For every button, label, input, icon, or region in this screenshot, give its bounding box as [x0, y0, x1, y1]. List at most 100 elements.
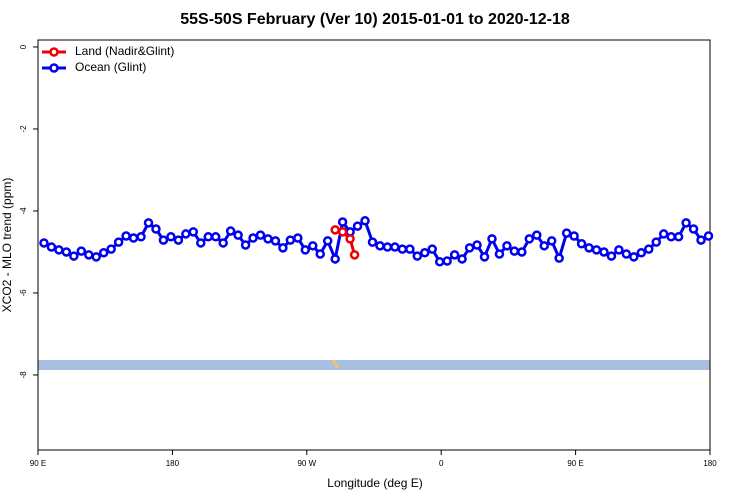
point — [621, 249, 632, 259]
point — [330, 254, 340, 264]
point — [629, 252, 639, 262]
point — [539, 241, 549, 251]
point — [651, 237, 661, 247]
point — [599, 247, 609, 257]
point — [382, 242, 393, 252]
point — [591, 245, 602, 255]
point — [636, 248, 647, 258]
point — [405, 244, 415, 254]
x-tick-label: 90 W — [297, 459, 316, 468]
point — [285, 235, 296, 245]
point — [345, 234, 355, 244]
point — [427, 244, 437, 254]
x-tick-label: 180 — [166, 459, 180, 468]
point — [457, 254, 467, 264]
point — [442, 256, 452, 266]
coverage-dot — [335, 364, 339, 368]
point — [270, 236, 281, 246]
point — [91, 252, 101, 262]
point — [352, 221, 363, 231]
point — [673, 232, 684, 242]
y-tick-label: 0 — [19, 44, 28, 49]
point — [233, 230, 243, 240]
y-tick-label: -6 — [19, 289, 28, 297]
legend-marker — [49, 63, 59, 73]
point — [688, 224, 699, 234]
point — [479, 252, 490, 262]
point — [360, 216, 370, 226]
point — [644, 244, 654, 254]
point — [203, 232, 213, 242]
point — [166, 232, 176, 242]
x-tick-label: 90 E — [567, 459, 583, 468]
point — [532, 230, 542, 240]
point — [315, 249, 325, 259]
point — [300, 245, 311, 255]
point — [666, 232, 676, 242]
plot-frame — [37, 39, 711, 451]
y-tick-label: -8 — [19, 371, 28, 379]
legend-label: Ocean (Glint) — [75, 60, 146, 74]
legend-marker — [49, 47, 59, 57]
point — [658, 229, 669, 239]
point — [517, 247, 527, 257]
point — [337, 227, 348, 237]
point — [308, 241, 318, 251]
x-tick-label: 180 — [703, 459, 717, 468]
point — [69, 251, 79, 261]
coverage-dot — [332, 360, 336, 364]
x-axis-label: Longitude (deg E) — [327, 476, 422, 490]
point — [330, 225, 340, 235]
point — [84, 250, 94, 260]
point — [46, 242, 57, 252]
y-tick-label: -2 — [19, 125, 28, 133]
point — [509, 246, 520, 256]
point — [61, 247, 72, 257]
point — [151, 224, 161, 234]
y-axis-label: XCO2 - MLO trend (ppm) — [0, 178, 14, 313]
point — [278, 243, 288, 253]
point — [263, 234, 273, 244]
point — [554, 253, 564, 263]
point — [681, 218, 691, 228]
point — [464, 243, 475, 253]
x-tick-label: 90 E — [30, 459, 46, 468]
point — [494, 249, 505, 259]
point — [390, 242, 400, 252]
point — [502, 241, 512, 251]
point — [367, 237, 378, 247]
point — [76, 246, 87, 256]
point — [524, 234, 535, 244]
point — [136, 232, 146, 242]
point — [173, 235, 184, 245]
point — [293, 233, 303, 243]
point — [181, 229, 191, 239]
point — [434, 257, 445, 267]
point — [158, 235, 169, 245]
point — [584, 243, 594, 253]
point — [113, 237, 124, 247]
point — [98, 248, 109, 258]
point — [128, 233, 139, 243]
legend-label: Land (Nadir&Glint) — [75, 44, 174, 58]
y-tick-label: -4 — [19, 207, 28, 215]
point — [449, 250, 460, 260]
point — [561, 228, 572, 238]
point — [569, 231, 579, 241]
point — [375, 241, 385, 251]
point — [255, 230, 266, 240]
point — [472, 240, 482, 250]
point — [397, 244, 408, 254]
point — [143, 218, 154, 228]
point — [322, 236, 333, 246]
point — [614, 245, 624, 255]
point — [225, 226, 236, 236]
point — [121, 231, 131, 241]
point — [188, 227, 199, 237]
point — [240, 240, 251, 250]
point — [546, 236, 557, 246]
point — [106, 244, 116, 254]
point — [218, 238, 228, 248]
